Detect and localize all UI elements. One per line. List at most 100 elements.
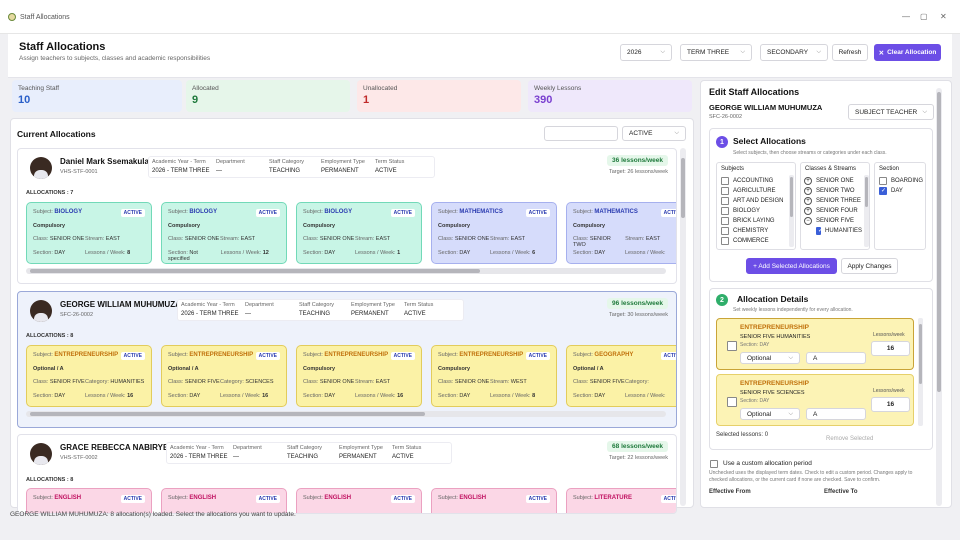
subject-option[interactable]: CHEMISTRY [721, 226, 787, 236]
section-checkbox[interactable] [879, 177, 887, 185]
scrollbar-thumb[interactable] [937, 92, 941, 392]
stream-option[interactable]: HUMANITIES [804, 226, 862, 236]
details-scrollbar[interactable] [918, 318, 923, 426]
expand-icon[interactable]: + [804, 207, 812, 215]
staff-block[interactable]: Daniel Mark Ssemakula VHS-STF-0001 Academ… [17, 148, 677, 284]
expand-icon[interactable]: + [804, 187, 812, 195]
allocation-card[interactable]: Subject: BIOLOGY ACTIVE Compulsory Class: S… [161, 202, 287, 264]
minimize-icon[interactable]: — [902, 12, 910, 21]
scrollbar-thumb[interactable] [919, 324, 922, 384]
apply-changes-button[interactable]: Apply Changes [841, 258, 898, 274]
year-select[interactable]: 2026 ⌵ [620, 44, 672, 61]
allocation-card[interactable]: Subject: MATHEMATICS ACTIVE Compulsory Clas… [431, 202, 557, 264]
stat-label: Unallocated [363, 85, 398, 92]
allocations-count: ALLOCATIONS : 8 [26, 333, 74, 339]
staff-block[interactable]: GRACE REBECCA NABIRYE VHS-STF-0002 Academ… [17, 434, 677, 514]
scrollbar-thumb[interactable] [681, 158, 685, 218]
add-selected-allocations-button[interactable]: + Add Selected Allocations [746, 258, 837, 274]
detail-type-select[interactable]: Optional ⌵ [740, 408, 800, 420]
subject-checkbox[interactable] [721, 237, 729, 245]
allocation-card[interactable]: Subject: ENTREPRENEURSHIP ACTIVE Compulsor… [296, 345, 422, 407]
classes-scrollbar[interactable] [864, 175, 869, 247]
allocation-card[interactable]: Subject: ENTREPRENEURSHIP ACTIVE Compulsor… [431, 345, 557, 407]
subjects-list: Subjects ACCOUNTING AGRICULTURE ART AND DE… [716, 162, 796, 250]
allocation-card[interactable]: Subject: MATHEMATICS ACTIVE Compulsory Clas… [566, 202, 676, 264]
allocation-detail-card[interactable]: ENTREPRENEURSHIP SENIOR FIVE SCIENCES Se… [716, 374, 914, 426]
selected-lessons: Selected lessons: 0 [716, 432, 769, 438]
search-input[interactable] [544, 126, 618, 141]
class-option[interactable]: + SENIOR TWO [804, 186, 862, 196]
close-icon[interactable]: ✕ [940, 12, 947, 21]
vertical-scrollbar[interactable] [680, 148, 686, 506]
allocation-card[interactable]: Subject: ENGLISH ACTIVE [296, 488, 422, 513]
subject-option[interactable]: ACCOUNTING [721, 176, 787, 186]
subject-option[interactable]: BRICK LAYING [721, 216, 787, 226]
subject-checkbox[interactable] [721, 187, 729, 195]
detail-lessons-input[interactable]: 16 [871, 341, 910, 356]
subject-option[interactable]: AGRICULTURE [721, 186, 787, 196]
remove-selected-button[interactable]: Remove Selected [826, 436, 874, 442]
detail-type-select[interactable]: Optional ⌵ [740, 352, 800, 364]
class-label: SENIOR THREE [816, 198, 861, 204]
custom-period-label: Use a custom allocation period [723, 460, 812, 467]
allocation-detail-card[interactable]: ENTREPRENEURSHIP SENIOR FIVE HUMANITIES … [716, 318, 914, 370]
detail-checkbox[interactable] [727, 341, 737, 351]
allocation-card[interactable]: Subject: ENGLISH ACTIVE [161, 488, 287, 513]
allocation-card[interactable]: Subject: BIOLOGY ACTIVE Compulsory Class: S… [296, 202, 422, 264]
role-select[interactable]: SUBJECT TEACHER ⌵ [848, 104, 934, 120]
refresh-button[interactable]: Refresh [832, 44, 868, 61]
subject-option[interactable]: COMMERCE [721, 236, 787, 246]
class-option[interactable]: + SENIOR THREE [804, 196, 862, 206]
allocation-card[interactable]: Subject: LITERATURE ACTIVE [566, 488, 676, 513]
class-option[interactable]: − SENIOR FIVE [804, 216, 862, 226]
subject-checkbox[interactable] [721, 207, 729, 215]
section-checkbox[interactable] [879, 187, 887, 195]
card-subject: ENGLISH [459, 495, 487, 501]
staff-block[interactable]: GEORGE WILLIAM MUHUMUZA SFC-26-0002 Acade… [17, 291, 677, 428]
section-option[interactable]: BOARDING [879, 176, 925, 186]
detail-option-input[interactable]: A [806, 408, 866, 420]
meta-value: — [216, 168, 222, 174]
subject-checkbox[interactable] [721, 227, 729, 235]
detail-option-input[interactable]: A [806, 352, 866, 364]
custom-period-checkbox[interactable] [710, 460, 718, 468]
scrollbar-thumb[interactable] [865, 177, 868, 207]
scrollbar-thumb[interactable] [30, 269, 480, 273]
cards-horizontal-scrollbar[interactable] [26, 268, 666, 274]
cards-horizontal-scrollbar[interactable] [26, 411, 666, 417]
detail-checkbox[interactable] [727, 397, 737, 407]
status-badge: ACTIVE [390, 209, 415, 217]
section-option[interactable]: DAY [879, 186, 925, 196]
subject-checkbox[interactable] [721, 177, 729, 185]
edit-scrollbar[interactable] [936, 88, 942, 506]
allocation-card[interactable]: Subject: ENTREPRENEURSHIP ACTIVE Optional … [26, 345, 152, 407]
subject-option[interactable]: BIOLOGY [721, 206, 787, 216]
class-option[interactable]: + SENIOR FOUR [804, 206, 862, 216]
detail-lessons-input[interactable]: 16 [871, 397, 910, 412]
stream-checkbox[interactable] [816, 227, 823, 235]
subjects-scrollbar[interactable] [789, 175, 794, 247]
allocation-card[interactable]: Subject: ENGLISH ACTIVE [26, 488, 152, 513]
expand-icon[interactable]: + [804, 197, 812, 205]
class-option[interactable]: + SENIOR ONE [804, 176, 862, 186]
allocation-card[interactable]: Subject: GEOGRAPHY ACTIVE Optional / A Clas… [566, 345, 676, 407]
subject-checkbox[interactable] [721, 197, 729, 205]
status-filter-select[interactable]: ACTIVE ⌵ [622, 126, 686, 141]
term-select[interactable]: TERM THREE ⌵ [680, 44, 752, 61]
section-label: Section [879, 166, 900, 172]
collapse-icon[interactable]: − [804, 217, 812, 225]
maximize-icon[interactable]: ▢ [920, 12, 928, 21]
detail-option-value: A [813, 410, 818, 418]
expand-icon[interactable]: + [804, 177, 812, 185]
subject-label: ACCOUNTING [733, 178, 774, 184]
card-lessons: 16 [127, 393, 134, 399]
allocation-card[interactable]: Subject: BIOLOGY ACTIVE Compulsory Class: S… [26, 202, 152, 264]
clear-allocation-button[interactable]: ✕ Clear Allocation [874, 44, 941, 61]
subject-checkbox[interactable] [721, 217, 729, 225]
subject-option[interactable]: ART AND DESIGN [721, 196, 787, 206]
allocation-card[interactable]: Subject: ENGLISH ACTIVE [431, 488, 557, 513]
level-select[interactable]: SECONDARY ⌵ [760, 44, 828, 61]
allocation-card[interactable]: Subject: ENTREPRENEURSHIP ACTIVE Optional … [161, 345, 287, 407]
scrollbar-thumb[interactable] [790, 177, 793, 217]
scrollbar-thumb[interactable] [30, 412, 425, 416]
